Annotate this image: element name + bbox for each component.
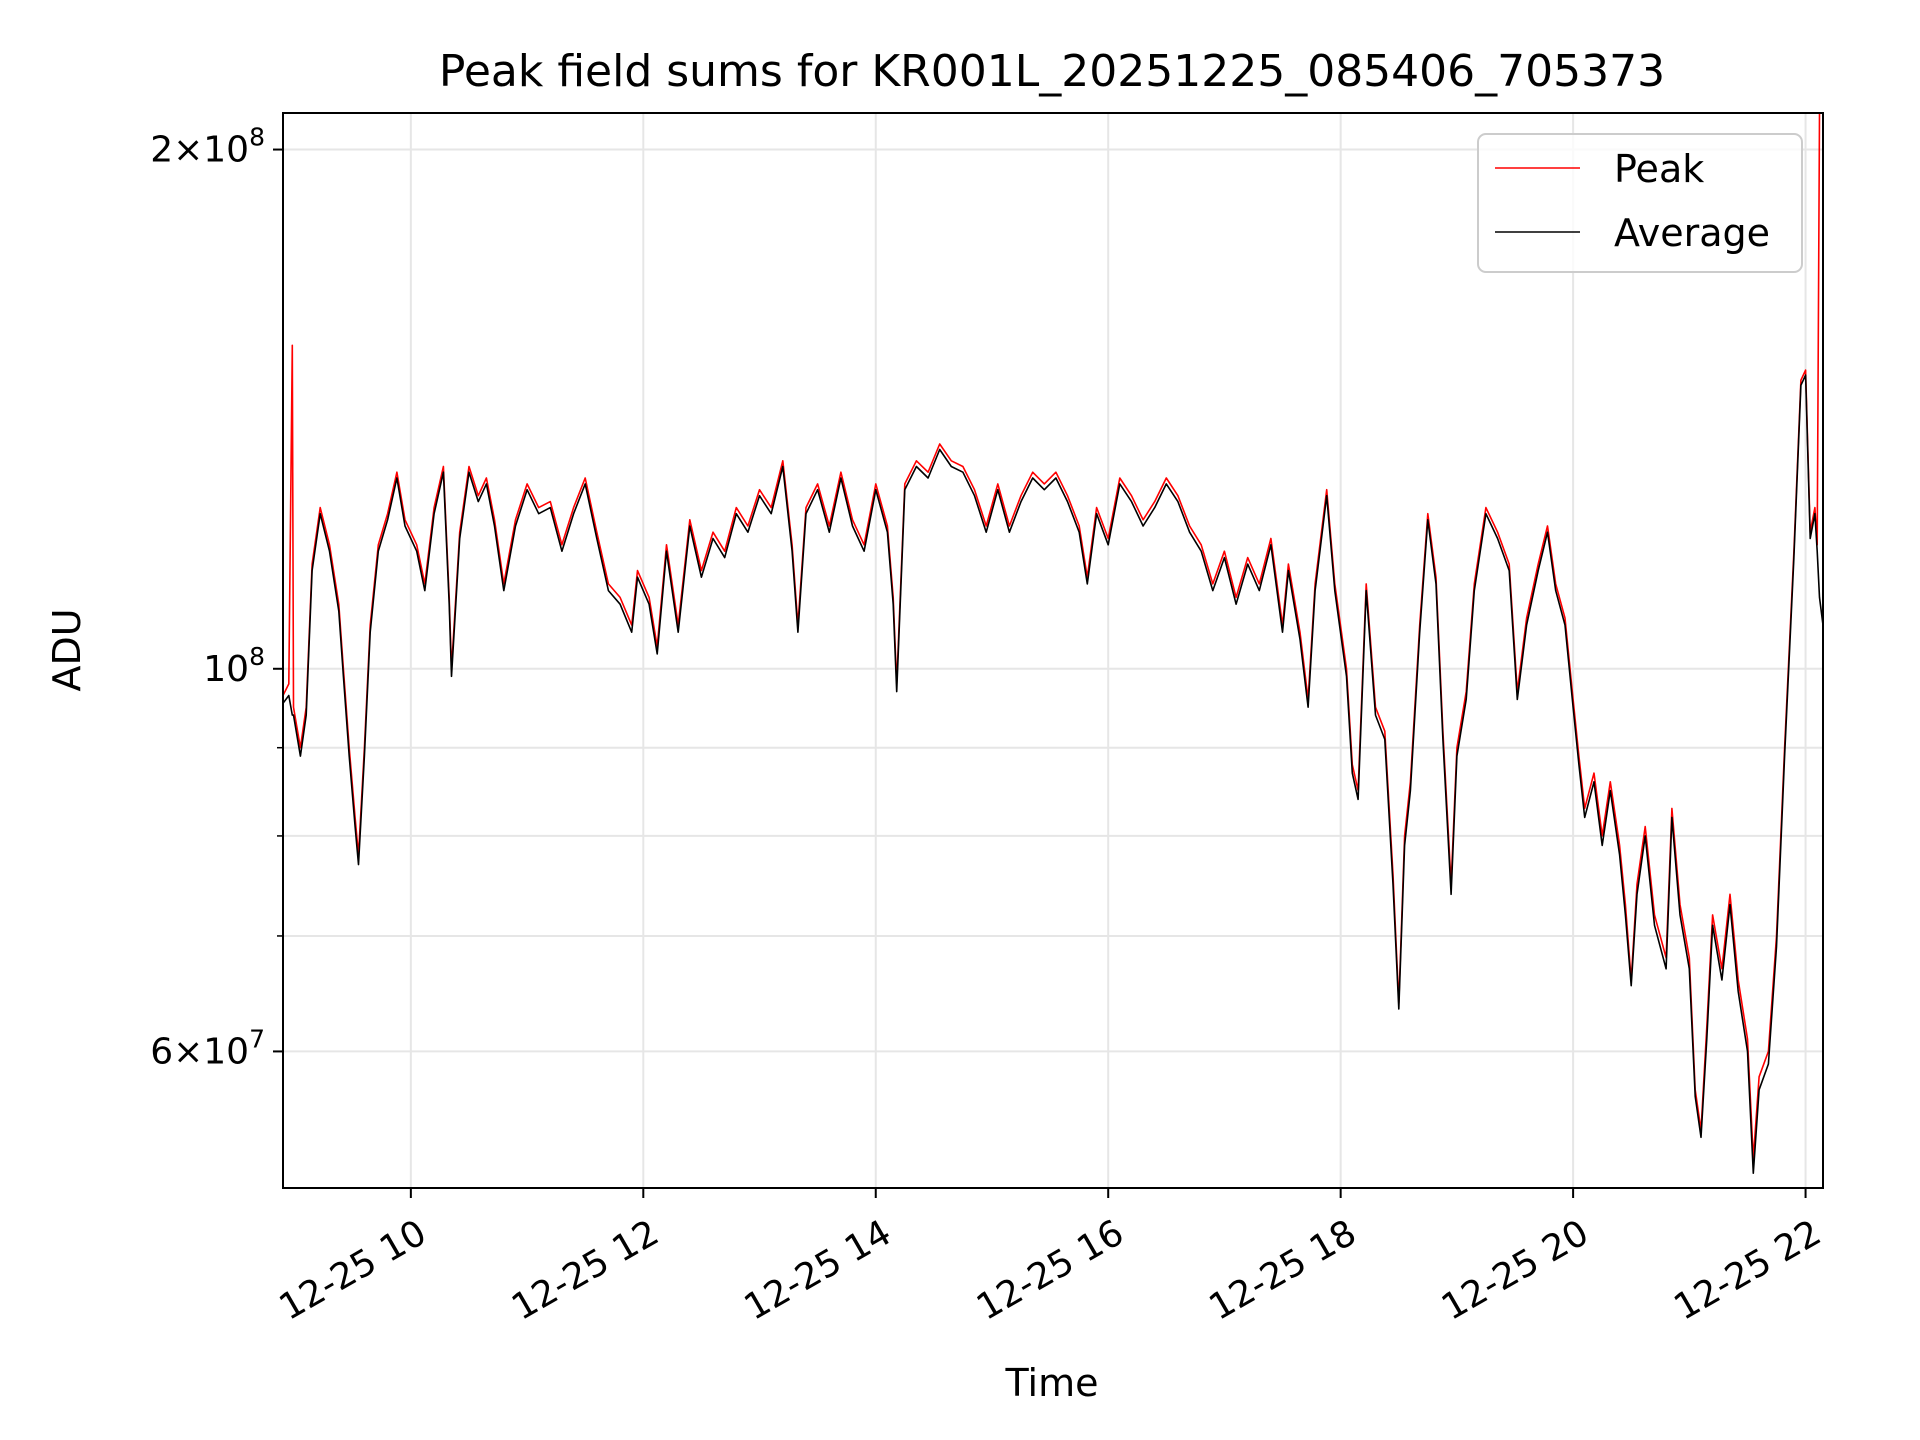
y-tick-exponent: 7 (249, 1024, 265, 1053)
plot-frame (282, 112, 1824, 1189)
legend-average-label: Average (1614, 211, 1770, 255)
y-tick-label: 6×107 (150, 1024, 265, 1072)
y-tick-exponent: 8 (249, 123, 265, 152)
y-axis-label: ADU (45, 608, 89, 691)
chart-title: Peak field sums for KR001L_20251225_0854… (439, 46, 1665, 97)
y-tick-exponent: 8 (249, 642, 265, 671)
legend: Peak Average (1477, 133, 1803, 273)
y-tick-label: 2×108 (150, 123, 265, 171)
y-tick-label: 108 (203, 642, 265, 690)
series-line-average (283, 374, 1823, 1174)
series-layer (283, 113, 1823, 1174)
x-axis-label: Time (1005, 1361, 1099, 1405)
legend-peak-label: Peak (1614, 147, 1704, 191)
